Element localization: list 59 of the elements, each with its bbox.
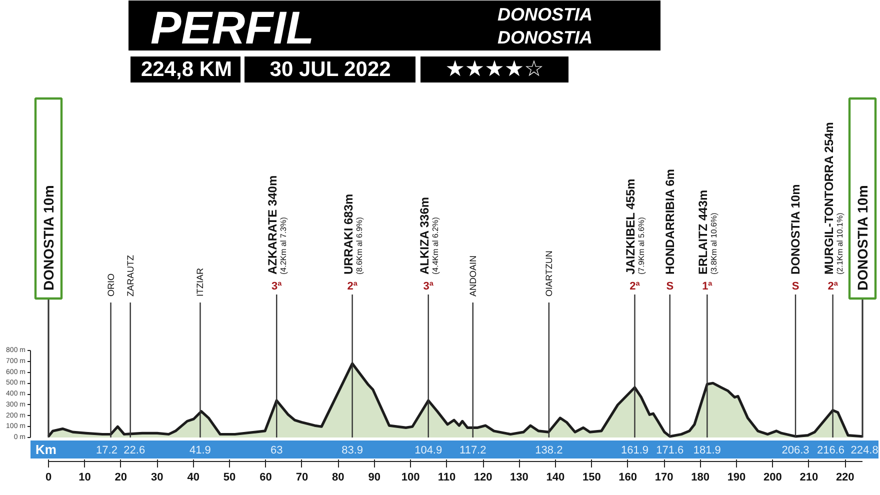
x2-tick-label: 206.3	[782, 444, 810, 456]
x-tick-label: 60	[260, 472, 272, 484]
text: DONOSTIA	[498, 4, 593, 24]
text: ★★★★☆	[445, 57, 544, 82]
x2-tick-label: 181.9	[693, 444, 721, 456]
ref-line-label: 2ª JAIZKIBEL 455m (7.9Km al 5.6%)	[624, 178, 646, 292]
x-tick-label: 10	[78, 472, 91, 484]
x2-tick-label: 22.6	[124, 444, 146, 456]
x-tick-label: 50	[223, 472, 236, 484]
x-tick-label: 130	[510, 472, 528, 484]
x2-tick-label: 83.9	[342, 444, 364, 456]
x2-tick-label: 117.2	[460, 444, 486, 456]
x-tick-label: 160	[618, 472, 638, 484]
ref-line-label: OIARTZUN	[544, 250, 554, 296]
x2-tick-label: 224.8	[850, 444, 878, 456]
x2-tick-label: 17.2	[96, 444, 118, 456]
x-tick-label: 150	[582, 472, 601, 484]
chart-title: PERFIL	[150, 2, 314, 54]
ref-line-label: DONOSTIA 10m	[40, 185, 56, 290]
ref-line-label: ITZIAR	[195, 268, 206, 296]
x2-tick-label: 63	[270, 444, 283, 456]
text: 224,8 KM	[140, 58, 232, 81]
ref-line-label: ZARAUTZ	[125, 254, 136, 296]
ref-line-label: DONOSTIA 10m	[854, 185, 870, 290]
x-tick-label: 110	[438, 472, 456, 484]
ref-line-label: S DONOSTIA 10m	[788, 184, 803, 292]
ref-line-label: ANDOAIN	[468, 255, 478, 296]
x2-tick-label: 171.6	[656, 444, 684, 456]
x-tick-label: 220	[836, 472, 854, 484]
x-tick-label: 40	[187, 472, 200, 484]
x-tick-label: 0	[45, 472, 52, 484]
text: 30 JUL 2022	[270, 58, 391, 81]
x-tick-label: 180	[691, 472, 710, 484]
x2-tick-label: 161.9	[620, 444, 649, 456]
x-tick-label: 30	[151, 472, 164, 484]
x-tick-label: 200	[764, 472, 782, 484]
x2-tick-label: 216.6	[816, 444, 845, 456]
x2-tick-label: 138.2	[535, 444, 563, 456]
x-tick-label: 90	[368, 472, 381, 484]
x-tick-label: 190	[727, 472, 746, 484]
ref-line-label: 3ª ALKIZA 336m (4.4Km al 6.2%)	[417, 196, 440, 292]
x-tick-label: 120	[474, 472, 492, 484]
x2-axis-title: Km	[36, 442, 56, 457]
x2-tick-label: 104.9	[414, 444, 442, 456]
x-tick-label: 80	[332, 472, 344, 484]
x-tick-label: 70	[296, 472, 308, 484]
text: DONOSTIA	[498, 28, 593, 48]
ref-line-label: 2ª URRAKI 683m (8.6Km al 6.9%)	[341, 194, 364, 292]
x-tick-label: 210	[800, 472, 818, 484]
x-tick-label: 140	[546, 472, 565, 484]
ref-line-label: 2ª MURGIL-TONTORRA 254m (2.1Km al 10.1%)	[822, 122, 844, 292]
ref-line-label: 3ª AZKARATE 340m (4.2Km al 7.3%)	[266, 175, 288, 292]
x2-tick-label: 41.9	[190, 444, 211, 456]
ref-line-label: ORIO	[106, 273, 116, 296]
x-tick-label: 20	[114, 472, 128, 484]
ref-line-label: S HONDARRIBIA 6m	[662, 168, 677, 292]
x-tick-label: 170	[654, 472, 674, 484]
ref-line-label: 1ª ERLAITZ 443m (3.8Km al 10.6%)	[696, 190, 719, 292]
x-tick-label: 100	[401, 472, 420, 484]
